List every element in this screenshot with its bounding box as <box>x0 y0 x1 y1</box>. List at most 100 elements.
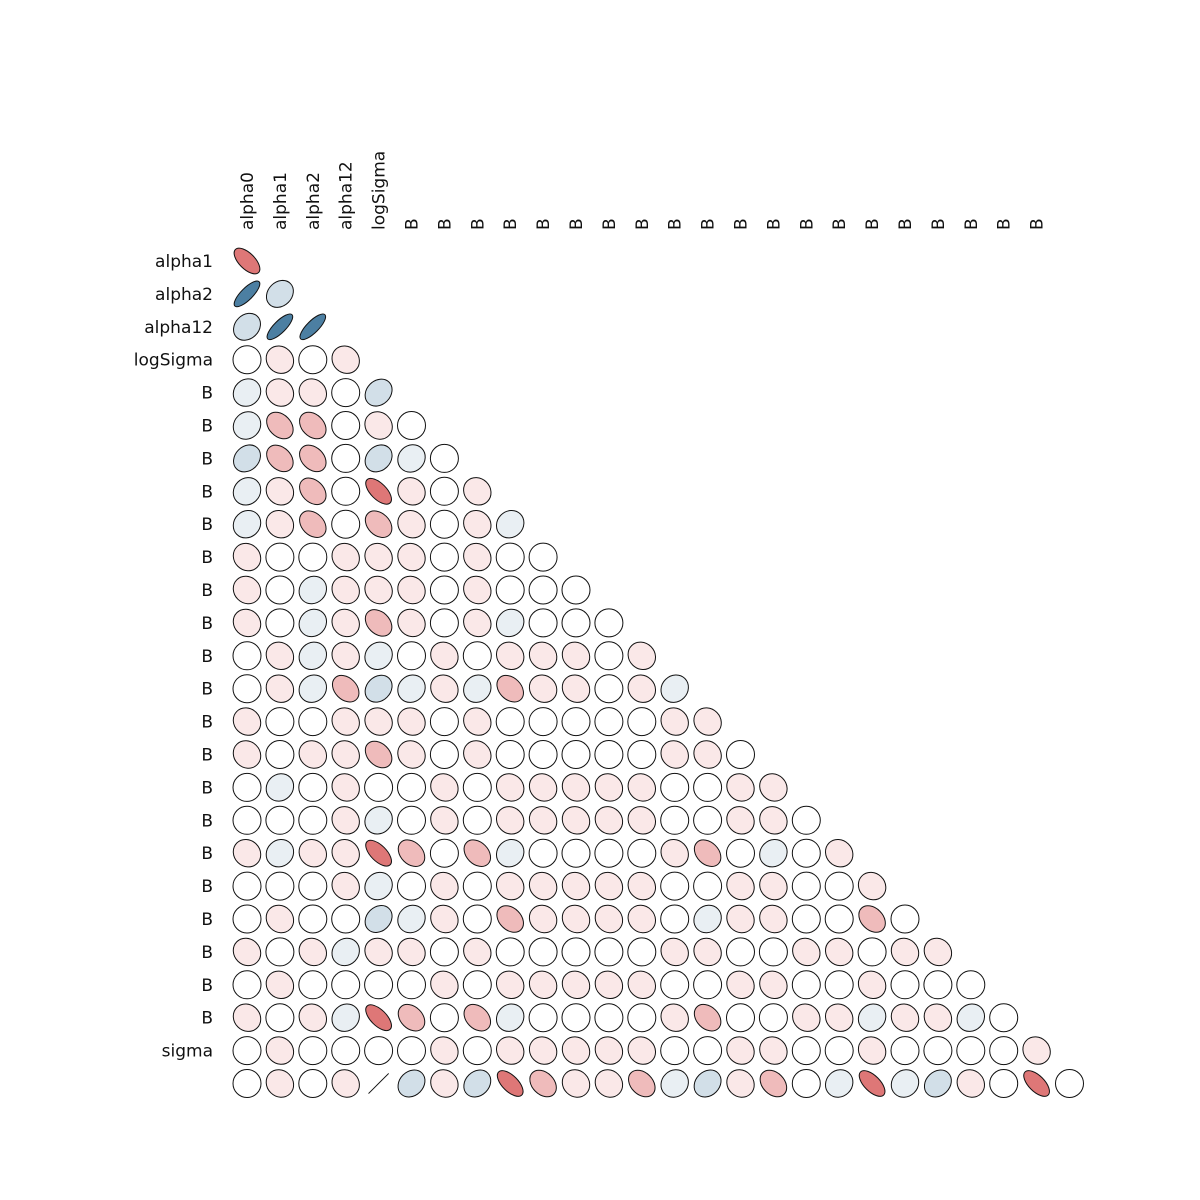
correlation-cell <box>627 871 657 901</box>
correlation-cell <box>660 904 690 934</box>
correlation-cell <box>759 806 788 835</box>
correlation-cell <box>397 1036 426 1066</box>
row-label: B <box>201 910 213 930</box>
correlation-cell <box>627 904 657 934</box>
column-label: B <box>699 218 719 230</box>
correlation-cell <box>232 1069 262 1098</box>
correlation-cell <box>265 904 295 934</box>
correlation-cell <box>233 444 261 473</box>
correlation-cell <box>495 838 525 868</box>
correlation-cell <box>890 937 920 967</box>
correlation-cell <box>824 1069 854 1098</box>
correlation-cell <box>495 970 525 1000</box>
correlation-cell <box>627 1036 657 1065</box>
correlation-cell <box>364 609 393 637</box>
correlation-cell <box>496 1070 524 1097</box>
correlation-cell <box>232 904 262 934</box>
column-label: B <box>403 218 423 230</box>
row-label: alpha1 <box>155 252 213 272</box>
correlation-cell <box>463 477 492 506</box>
row-labels: alpha1alpha2alpha12logSigmaBBBBBBBBBBBBB… <box>134 252 213 1062</box>
column-label: B <box>863 218 883 230</box>
correlation-cell <box>364 970 394 1000</box>
correlation-cell <box>858 905 886 933</box>
correlation-cell <box>561 838 591 868</box>
correlation-cell <box>792 1003 821 1032</box>
correlation-cell <box>495 575 525 605</box>
correlation-cell <box>365 839 392 867</box>
correlation-cell <box>364 707 393 736</box>
correlation-cell <box>693 839 722 867</box>
correlation-cell <box>726 806 755 835</box>
correlation-cell <box>397 707 426 736</box>
correlation-cell <box>759 773 788 802</box>
correlation-cell <box>331 674 360 703</box>
correlation-cell <box>594 838 624 868</box>
correlation-cell <box>528 1036 558 1065</box>
correlation-cell <box>298 805 328 835</box>
correlation-cell <box>528 1003 558 1033</box>
correlation-cell <box>495 806 525 835</box>
correlation-cell <box>726 871 755 901</box>
correlation-cell <box>890 970 920 1000</box>
correlation-cell <box>857 1036 887 1065</box>
column-label: B <box>830 218 850 230</box>
correlation-cell <box>233 280 261 308</box>
correlation-cell <box>265 707 295 737</box>
correlation-cell <box>463 740 492 769</box>
correlation-cell <box>956 970 986 1000</box>
correlation-cell <box>265 838 295 868</box>
correlation-cell <box>726 937 755 967</box>
correlation-cell <box>495 542 525 572</box>
correlation-cell <box>430 674 459 703</box>
correlation-cell <box>397 411 426 440</box>
correlation-cell <box>462 871 492 901</box>
correlation-cell <box>989 1069 1019 1098</box>
correlation-cell <box>824 1036 854 1066</box>
correlation-cell <box>594 773 624 802</box>
correlation-cell <box>463 575 492 605</box>
correlation-cell <box>1022 1036 1051 1065</box>
correlation-cell <box>364 740 393 769</box>
row-label: B <box>201 581 213 601</box>
correlation-cell <box>627 707 657 737</box>
correlation-cell <box>463 542 492 572</box>
correlation-cell <box>693 937 722 967</box>
correlation-cell <box>232 740 262 769</box>
row-label: alpha12 <box>144 318 213 338</box>
correlation-cell <box>495 1036 525 1065</box>
correlation-cell <box>265 477 295 506</box>
correlation-cell <box>265 740 295 769</box>
correlation-cell <box>726 838 755 868</box>
correlation-cell <box>364 444 393 473</box>
correlation-cell <box>331 542 360 572</box>
correlation-cell <box>265 773 295 802</box>
correlation-cell <box>232 542 262 572</box>
correlation-cell <box>265 1003 295 1033</box>
correlation-cell <box>726 904 755 934</box>
column-label: alpha12 <box>337 161 357 230</box>
correlation-cell <box>298 937 328 967</box>
correlation-cell <box>462 805 492 835</box>
correlation-cell <box>265 345 295 374</box>
correlation-cell <box>923 1003 953 1032</box>
correlation-cell <box>528 674 558 703</box>
correlation-cell <box>528 641 558 671</box>
correlation-cell <box>430 1069 459 1098</box>
correlation-cell <box>232 838 262 868</box>
correlation-cell <box>857 1003 887 1032</box>
column-label: B <box>797 218 817 230</box>
correlation-cell <box>265 805 295 835</box>
correlation-cell <box>364 674 393 703</box>
correlation-cell <box>429 509 459 539</box>
correlation-cell <box>857 937 887 967</box>
row-label: B <box>201 515 213 535</box>
correlation-cell <box>824 838 854 868</box>
correlation-cell <box>331 476 361 506</box>
correlation-cell <box>232 1003 262 1032</box>
correlation-cell <box>463 707 492 736</box>
correlation-cell <box>331 443 361 473</box>
correlation-cell <box>791 838 821 868</box>
correlation-cell <box>429 575 459 605</box>
